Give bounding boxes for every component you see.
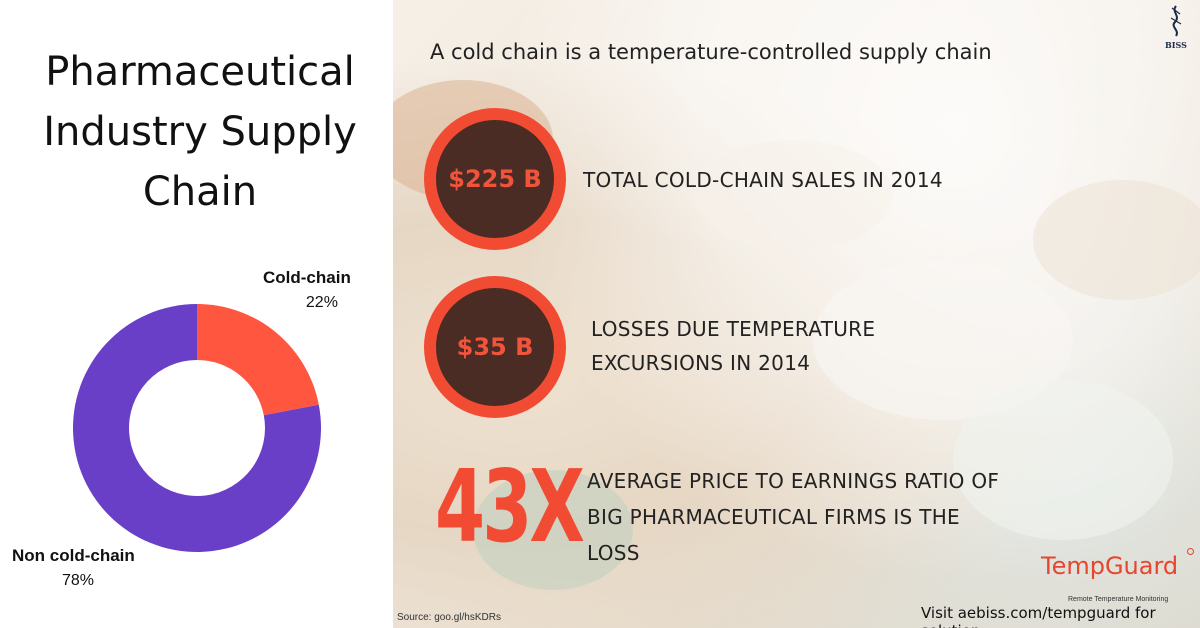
brand-degree-icon [1187,548,1194,555]
stat-value-losses: $35 B [456,333,534,361]
stat-circle-losses: $35 B [424,276,566,418]
stat-text-ratio: AVERAGE PRICE TO EARNINGS RATIO OF BIG P… [587,469,1000,565]
logo-text: BISS [1165,40,1187,50]
background-pill [693,140,893,250]
stat-value-sales: $225 B [448,165,542,193]
subtitle: A cold chain is a temperature-controlled… [430,40,992,64]
donut-slice-non-cold-chain [72,304,322,552]
right-panel: BISS A cold chain is a temperature-contr… [393,0,1200,628]
source-note: Source: goo.gl/hsKDRs [397,612,501,623]
non-cold-chain-label: Non cold-chain 78% [12,546,135,590]
non-cold-chain-name: Non cold-chain [12,546,135,565]
background-pill [953,380,1173,540]
non-cold-chain-percent: 78% [62,572,95,589]
page-title: Pharmaceutical Industry Supply Chain [43,49,357,215]
background-pill [1033,180,1200,300]
donut-chart [0,0,393,628]
stat-value-ratio: 43X [435,448,585,565]
stat-text-losses: LOSSES DUE TEMPERATURE EXCURSIONS IN 201… [591,317,876,375]
left-panel: Pharmaceutical Industry Supply Chain Col… [0,0,393,628]
cold-chain-label: Cold-chain 22% [263,268,351,312]
cold-chain-name: Cold-chain [263,268,351,287]
brand-name: TempGuard [1041,552,1179,580]
biss-logo: BISS [1165,5,1187,50]
background-pill [473,470,633,590]
donut-chart-svg [72,304,322,552]
stat-text-sales: TOTAL COLD-CHAIN SALES IN 2014 [583,168,943,192]
donut-slice-cold-chain [197,304,319,416]
stat-circle-sales: $225 B [424,108,566,250]
brand-cta: Visit aebiss.com/tempguard for solution [921,604,1156,628]
cold-chain-percent: 22% [305,294,338,311]
brand-tagline: Remote Temperature Monitoring [1068,596,1169,603]
